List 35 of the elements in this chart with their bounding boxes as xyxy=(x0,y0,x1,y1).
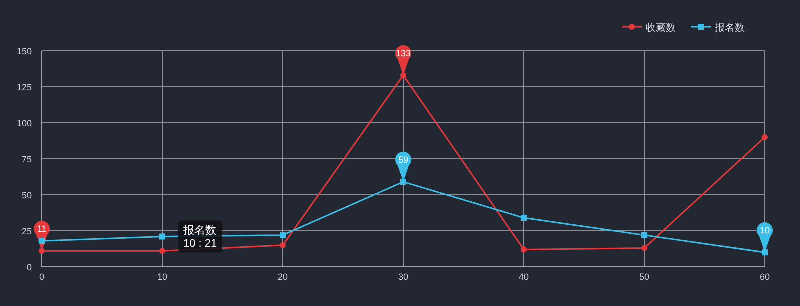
point xyxy=(160,248,166,254)
y-tick-label: 125 xyxy=(16,82,32,92)
y-tick-label: 100 xyxy=(16,118,32,128)
point xyxy=(642,232,648,238)
point xyxy=(521,246,527,253)
y-tick-label: 75 xyxy=(22,154,32,164)
point xyxy=(762,250,768,256)
x-tick-label: 0 xyxy=(39,272,45,282)
x-tick-label: 10 xyxy=(157,272,168,282)
point xyxy=(160,234,166,240)
x-tick-label: 40 xyxy=(518,272,530,282)
point xyxy=(280,242,286,248)
y-tick-label: 0 xyxy=(26,262,32,272)
y-tick-label: 25 xyxy=(22,226,32,236)
annotation: 10 xyxy=(760,226,770,236)
legend-label: 收藏数 xyxy=(646,22,676,34)
annotation: 133 xyxy=(396,48,412,58)
x-tick-label: 30 xyxy=(398,272,409,282)
x-tick-label: 50 xyxy=(639,272,650,282)
point xyxy=(762,134,768,140)
point xyxy=(280,232,286,238)
x-tick-label: 20 xyxy=(278,272,288,282)
legend-label: 报名数 xyxy=(714,22,745,34)
point xyxy=(39,248,45,254)
annotation: 报名数 10 : 21 xyxy=(182,224,218,250)
point xyxy=(400,72,406,78)
y-tick-label: 50 xyxy=(22,190,32,200)
y-tick-label: 150 xyxy=(16,46,32,56)
point xyxy=(642,245,648,252)
point xyxy=(400,179,406,186)
point xyxy=(521,215,527,222)
annotation: 59 xyxy=(398,155,409,166)
point xyxy=(39,238,45,244)
annotation: 11 xyxy=(37,224,47,234)
x-tick-label: 60 xyxy=(760,272,770,282)
